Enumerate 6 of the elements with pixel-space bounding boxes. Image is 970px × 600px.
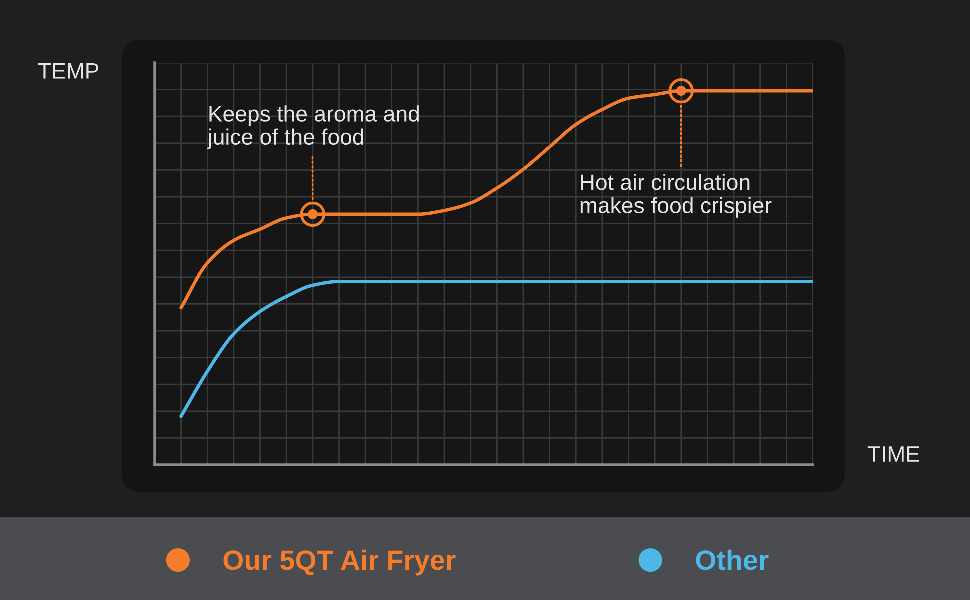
- x-axis-title: TIME: [868, 446, 920, 462]
- annotation: Keeps the aroma and juice of the food: [207, 106, 419, 150]
- legend-label: Other: [696, 550, 769, 570]
- y-axis-title: TEMP: [38, 64, 98, 79]
- annotation: Hot air circulation makes food crispier: [580, 174, 772, 218]
- legend-label: Our 5QT Air Fryer: [224, 550, 456, 576]
